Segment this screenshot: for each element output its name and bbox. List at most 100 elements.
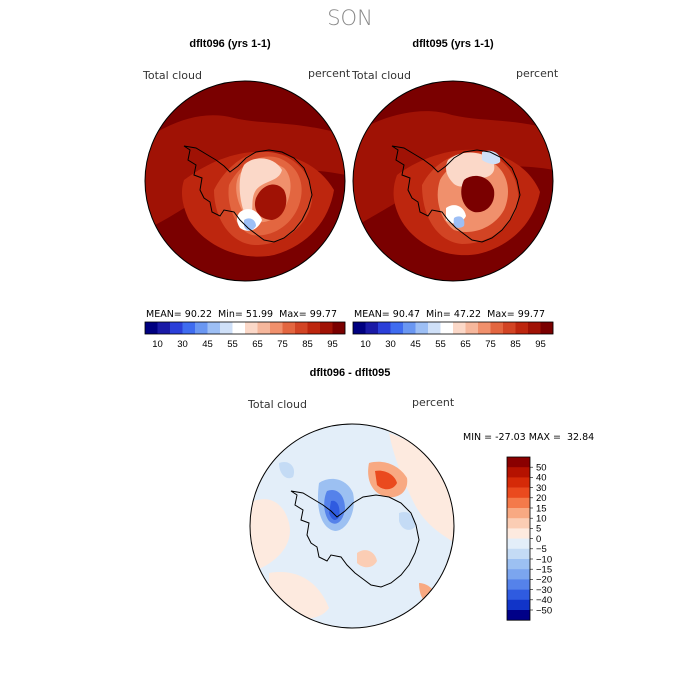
panel3-colorbar-swatch <box>507 518 530 529</box>
panel1-colorbar-swatch <box>270 322 283 334</box>
panel2-max-label: Max= <box>487 309 515 320</box>
panel1-stats: MEAN= 90.22 Min= 51.99 Max= 99.77 <box>146 309 337 320</box>
panel1-colorbar-swatch <box>145 322 158 334</box>
panel2-colorbar-tick-label: 55 <box>435 339 446 350</box>
panel1-colorbar-swatch <box>195 322 208 334</box>
panel2-max-value: 99.77 <box>517 309 545 320</box>
panel1-max-value: 99.77 <box>309 309 337 320</box>
panel3-colorbar-tick-label: 15 <box>536 503 547 514</box>
panel1-colorbar: 10 30 45 55 65 75 85 95 <box>144 321 346 350</box>
panel1-title: dflt096 (yrs 1-1) <box>189 38 271 50</box>
panel2-colorbar-swatch <box>528 322 541 334</box>
panel1-colorbar-tick-label: 85 <box>302 339 313 350</box>
panel1-colorbar-swatch <box>307 322 321 334</box>
panel1-colorbar-swatch <box>257 322 271 334</box>
panel2-colorbar: 10 30 45 55 65 75 85 95 <box>352 321 554 350</box>
panel2-colorbar-tick-label: 10 <box>360 339 371 350</box>
panel3-colorbar-tick-label: −5 <box>536 544 547 555</box>
panel1-mean-value: 90.22 <box>184 309 212 320</box>
panel1-min-label: Min= <box>218 309 243 320</box>
panel3-colorbar-tick-label: 0 <box>536 534 541 545</box>
panel2-colorbar-tick-label: 45 <box>410 339 421 350</box>
panel3-title: dflt096 - dflt095 <box>309 367 391 379</box>
panel2-min-value: 47.22 <box>453 309 482 320</box>
panel1-colorbar-tick-label: 55 <box>227 339 238 350</box>
panel3-colorbar-tick-label: −50 <box>536 605 552 616</box>
panel3-colorbar-tick-label: 40 <box>536 473 547 484</box>
panel2-colorbar-tick-label: 95 <box>535 339 546 350</box>
panel3-colorbar-swatch <box>507 477 530 488</box>
panel2-colorbar-swatch <box>365 322 379 334</box>
panel3-colorbar-tick-label: 5 <box>536 524 541 535</box>
panel2-mean-value: 90.47 <box>392 309 420 320</box>
panel1-units: percent <box>308 67 351 80</box>
panel2-colorbar-swatch <box>478 322 491 334</box>
panel2-colorbar-swatch <box>353 322 366 334</box>
panel3-colorbar-swatch <box>507 497 530 509</box>
panel2-colorbar-tick-label: 30 <box>385 339 396 350</box>
panel1-colorbar-tick-label: 65 <box>252 339 263 350</box>
panel2-map <box>352 80 554 282</box>
panel3-colorbar-tick-label: −30 <box>536 585 552 596</box>
panel2-colorbar-swatch <box>490 322 504 334</box>
panel2-colorbar-tick-label: 65 <box>460 339 471 350</box>
panel1-colorbar-swatch <box>207 322 221 334</box>
panel2-colorbar-swatch <box>415 322 429 334</box>
panel1-colorbar-swatch <box>245 322 258 334</box>
panel2-min-label: Min= <box>426 309 451 320</box>
panel2-colorbar-frame <box>352 321 554 335</box>
panel1-field-label: Total cloud <box>143 69 202 82</box>
panel3-colorbar-swatch <box>507 589 530 601</box>
panel3-colorbar-swatch <box>507 579 530 590</box>
panel1-colorbar-tick-label: 95 <box>327 339 338 350</box>
panel1-mean-label: MEAN= <box>146 309 182 320</box>
panel2-title: dflt095 (yrs 1-1) <box>412 38 494 50</box>
panel1-colorbar-tick-label: 75 <box>277 339 288 350</box>
panel3-units: percent <box>412 396 455 409</box>
panel2-colorbar-swatch <box>503 322 516 334</box>
panel1-colorbar-swatch <box>332 322 346 334</box>
panel1-colorbar-swatch <box>220 322 233 334</box>
panel1-map <box>144 80 346 282</box>
panel3-colorbar-swatch <box>507 457 530 468</box>
panel1-colorbar-tick-label: 30 <box>177 339 188 350</box>
panel3-colorbar-swatch <box>507 508 530 519</box>
panel2-colorbar-swatch <box>465 322 479 334</box>
panel2-colorbar-swatch <box>440 322 454 334</box>
panel2-units: percent <box>516 67 559 80</box>
panel2-mean-label: MEAN= <box>354 309 390 320</box>
panel3-colorbar-swatch <box>507 559 530 570</box>
panel3-field-label: Total cloud <box>248 398 307 411</box>
panel1-colorbar-swatch <box>320 322 333 334</box>
panel1-max-label: Max= <box>279 309 307 320</box>
panel3-colorbar-swatch <box>507 538 530 550</box>
panel3-map <box>249 423 455 629</box>
panel2-field-label: Total cloud <box>352 69 411 82</box>
panel2-colorbar-tick-label: 85 <box>510 339 521 350</box>
panel1-min-value: 51.99 <box>245 309 274 320</box>
panel2-colorbar-swatch <box>403 322 416 334</box>
panel3-colorbar-tick-label: −20 <box>536 575 552 586</box>
panel2-colorbar-swatch <box>515 322 529 334</box>
panel3-colorbar-swatch <box>507 548 530 560</box>
panel1-colorbar-swatch <box>232 322 246 334</box>
panel3-colorbar-swatch <box>507 467 530 478</box>
panel3-colorbar-swatch <box>507 569 530 580</box>
panel3-colorbar-swatch <box>507 528 530 539</box>
panel3-colorbar-tick-label: −40 <box>536 595 552 606</box>
panel3-colorbar-swatch <box>507 599 530 611</box>
panel2-colorbar-swatch <box>453 322 466 334</box>
panel1-colorbar-frame <box>144 321 346 335</box>
panel2-stats: MEAN= 90.47 Min= 47.22 Max= 99.77 <box>354 309 545 320</box>
panel2-colorbar-swatch <box>428 322 441 334</box>
panel3-colorbar-swatch <box>507 487 530 499</box>
panel2-colorbar-swatch <box>540 322 554 334</box>
panel2-colorbar-tick-label: 75 <box>485 339 496 350</box>
panel2-colorbar-swatch <box>378 322 391 334</box>
panel3-stats: MIN = -27.03 MAX = 32.84 <box>463 432 595 443</box>
panel3-colorbar-tick-label: 50 <box>536 463 547 474</box>
panel3-colorbar-tick-label: 20 <box>536 493 547 504</box>
panel1-colorbar-swatch <box>295 322 308 334</box>
